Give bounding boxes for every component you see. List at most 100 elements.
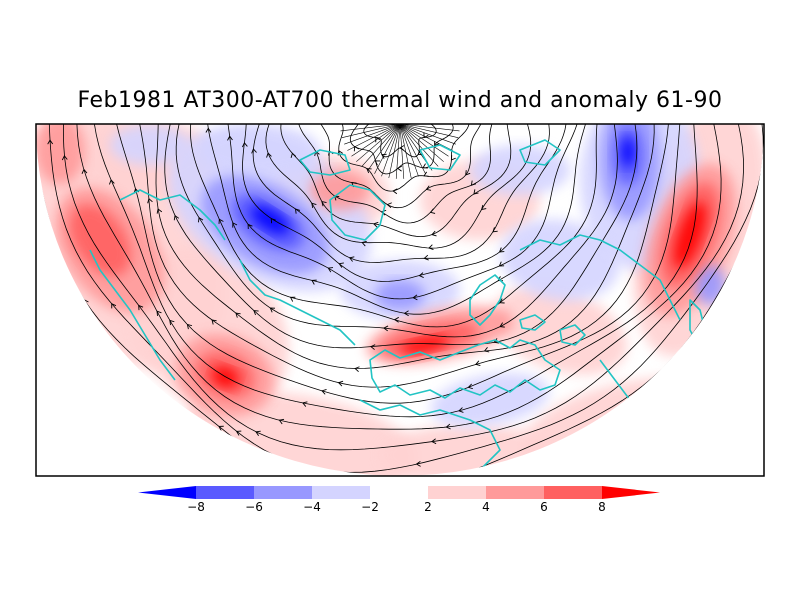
colorbar-segment bbox=[486, 486, 544, 499]
colorbar-min-arrow bbox=[138, 486, 196, 499]
streamline-arrow bbox=[232, 222, 238, 228]
streamline-arrow bbox=[372, 221, 379, 228]
coastline bbox=[519, 139, 561, 166]
streamline-arrow bbox=[290, 152, 297, 158]
streamline-arrow bbox=[301, 401, 308, 407]
streamline-arrow bbox=[412, 294, 418, 301]
streamline bbox=[341, 124, 401, 138]
streamline-arrow bbox=[499, 298, 505, 304]
streamline-arrow bbox=[348, 256, 355, 262]
streamline-arrow bbox=[386, 202, 392, 209]
map-title: Feb1981 AT300-AT700 thermal wind and ano… bbox=[77, 88, 723, 113]
streamline-arrow bbox=[393, 316, 399, 323]
colorbar-tick-label: 2 bbox=[424, 500, 432, 514]
anomaly-blob bbox=[673, 201, 707, 269]
streamline bbox=[155, 124, 655, 369]
coastline bbox=[239, 259, 356, 346]
streamline-arrow bbox=[156, 310, 162, 316]
streamline bbox=[340, 124, 401, 132]
streamline-arrow bbox=[147, 197, 153, 204]
anomaly-blob bbox=[110, 125, 190, 165]
streamline-arrow bbox=[428, 244, 434, 250]
streamline bbox=[399, 124, 412, 179]
colorbar-segment bbox=[370, 486, 428, 499]
streamline-arrow bbox=[278, 418, 285, 425]
streamline-arrow bbox=[450, 155, 456, 161]
streamline-arrow bbox=[499, 322, 505, 328]
colorbar-tick-label: −2 bbox=[361, 500, 379, 514]
streamline-arrow bbox=[321, 201, 327, 207]
streamline-arrow bbox=[337, 380, 344, 387]
streamline-arrow bbox=[431, 230, 437, 237]
anomaly-blob bbox=[470, 145, 570, 195]
streamline bbox=[207, 124, 586, 315]
streamline-arrow bbox=[173, 214, 180, 221]
streamline bbox=[351, 124, 401, 157]
streamline bbox=[48, 124, 764, 473]
streamline-arrow bbox=[227, 135, 233, 141]
colorbar-tick-label: −8 bbox=[187, 500, 205, 514]
streamline-arrow bbox=[242, 141, 248, 148]
streamline bbox=[94, 124, 698, 418]
streamline-arrow bbox=[423, 132, 429, 139]
streamline-arrow bbox=[251, 148, 257, 154]
streamline-arrow bbox=[266, 152, 272, 158]
streamline-arrow bbox=[392, 188, 398, 195]
streamline-arrow bbox=[109, 179, 115, 185]
streamline-arrow bbox=[156, 208, 163, 214]
streamline bbox=[399, 124, 459, 138]
streamline-arrow bbox=[81, 168, 88, 175]
streamline bbox=[344, 124, 401, 145]
streamline bbox=[189, 124, 598, 328]
streamline-arrow bbox=[321, 389, 327, 395]
streamline-arrow bbox=[465, 170, 471, 176]
colorbar-segment bbox=[544, 486, 602, 499]
streamline-arrow bbox=[480, 204, 487, 211]
coastline bbox=[89, 249, 176, 381]
streamline bbox=[227, 124, 578, 300]
streamline-arrow bbox=[289, 296, 296, 302]
streamline bbox=[347, 124, 401, 151]
streamline-arrow bbox=[381, 153, 387, 159]
streamline bbox=[367, 124, 401, 171]
anomaly-blob bbox=[375, 280, 425, 310]
streamline-arrow bbox=[423, 171, 429, 177]
streamline bbox=[265, 124, 532, 249]
streamline-arrow bbox=[492, 227, 498, 233]
colorbar-tick-label: 4 bbox=[482, 500, 490, 514]
streamline bbox=[76, 124, 722, 430]
streamline-arrow bbox=[399, 145, 405, 151]
streamline-arrow bbox=[483, 347, 490, 353]
streamline-arrow bbox=[396, 165, 403, 172]
streamline-arrow bbox=[425, 185, 432, 191]
streamline-arrow bbox=[467, 383, 474, 390]
streamline bbox=[252, 124, 550, 263]
colorbar-segment bbox=[312, 486, 370, 499]
streamline bbox=[381, 124, 401, 177]
colorbar-segment bbox=[196, 486, 254, 499]
streamline-arrow bbox=[422, 163, 428, 169]
streamline-arrow bbox=[370, 344, 376, 350]
coastline bbox=[519, 234, 681, 321]
colorbar-tick-label: −4 bbox=[303, 500, 321, 514]
anomaly-blob bbox=[310, 170, 370, 210]
streamline bbox=[175, 124, 618, 338]
streamline bbox=[399, 124, 444, 162]
streamline bbox=[399, 124, 456, 145]
thermal-wind-streamlines bbox=[36, 124, 764, 476]
streamline-arrow bbox=[253, 310, 259, 316]
streamline-arrow bbox=[473, 189, 479, 195]
streamline-arrow bbox=[218, 425, 224, 431]
streamline-arrow bbox=[415, 461, 421, 467]
streamline-arrow bbox=[418, 272, 424, 278]
colorbar-tick-label: −6 bbox=[245, 500, 263, 514]
streamline-arrow bbox=[169, 319, 175, 326]
anomaly-blob bbox=[69, 204, 131, 276]
streamline-arrow bbox=[383, 325, 389, 332]
streamline bbox=[62, 124, 744, 451]
streamline-arrow bbox=[375, 136, 381, 143]
streamline-arrow bbox=[218, 218, 224, 224]
streamline bbox=[399, 124, 449, 157]
streamline-arrow bbox=[354, 366, 360, 372]
